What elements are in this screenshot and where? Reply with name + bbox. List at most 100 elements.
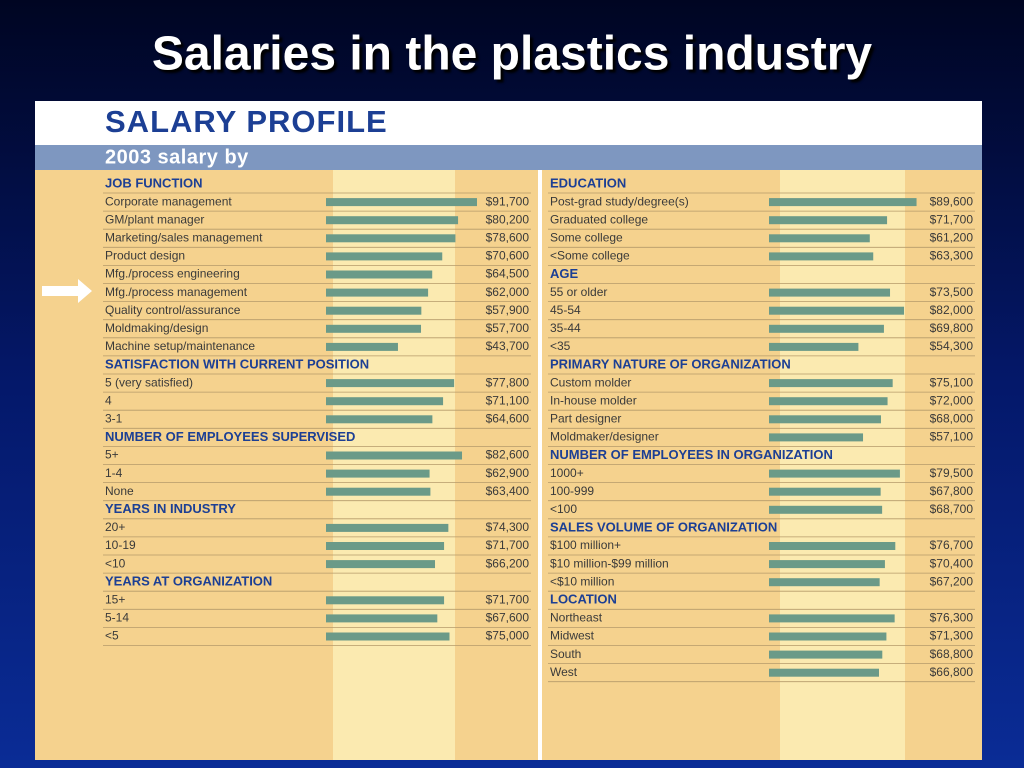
group-heading: YEARS IN INDUSTRY bbox=[105, 501, 236, 516]
item-label: Machine setup/maintenance bbox=[105, 339, 255, 353]
value-label: $76,300 bbox=[930, 611, 974, 625]
item-label: <$10 million bbox=[550, 574, 614, 588]
bar bbox=[326, 560, 436, 569]
value-label: $71,100 bbox=[486, 393, 530, 407]
item-label: <35 bbox=[550, 339, 571, 353]
bar bbox=[769, 487, 881, 496]
bar bbox=[769, 433, 864, 442]
group-heading: YEARS AT ORGANIZATION bbox=[105, 574, 272, 589]
bar bbox=[326, 379, 455, 388]
group-heading: EDUCATION bbox=[550, 175, 626, 190]
value-label: $75,000 bbox=[486, 629, 530, 643]
profile-subtitle: 2003 salary by bbox=[105, 146, 249, 168]
group-heading: SALES VOLUME OF ORGANIZATION bbox=[550, 519, 777, 534]
bar bbox=[326, 415, 433, 424]
item-label: $100 million+ bbox=[550, 538, 621, 552]
item-label: Moldmaking/design bbox=[105, 321, 208, 335]
value-label: $63,400 bbox=[486, 484, 530, 498]
value-label: $63,300 bbox=[930, 249, 974, 263]
bar bbox=[769, 397, 888, 406]
item-label: 1-4 bbox=[105, 466, 123, 480]
bar bbox=[326, 288, 429, 297]
bar bbox=[769, 650, 883, 659]
bar bbox=[769, 216, 888, 225]
value-label: $66,200 bbox=[486, 556, 530, 570]
value-label: $71,700 bbox=[486, 538, 530, 552]
item-label: 35-44 bbox=[550, 321, 581, 335]
item-label: Quality control/assurance bbox=[105, 303, 241, 317]
value-label: $89,600 bbox=[930, 194, 974, 208]
item-label: Graduated college bbox=[550, 212, 648, 226]
bar bbox=[326, 596, 445, 605]
item-label: Custom molder bbox=[550, 375, 631, 389]
item-label: Mfg./process engineering bbox=[105, 267, 240, 281]
item-label: 20+ bbox=[105, 520, 125, 534]
bar bbox=[326, 216, 459, 225]
item-label: 4 bbox=[105, 393, 112, 407]
group-heading: JOB FUNCTION bbox=[105, 175, 203, 190]
item-label: Product design bbox=[105, 249, 185, 263]
bar bbox=[326, 523, 449, 532]
value-label: $57,100 bbox=[930, 430, 974, 444]
item-label: Post-grad study/degree(s) bbox=[550, 194, 689, 208]
bar bbox=[326, 342, 398, 351]
item-label: 5 (very satisfied) bbox=[105, 375, 193, 389]
bar bbox=[769, 234, 870, 243]
value-label: $70,600 bbox=[486, 249, 530, 263]
item-label: Part designer bbox=[550, 411, 621, 425]
item-label: 5-14 bbox=[105, 611, 129, 625]
item-label: 10-19 bbox=[105, 538, 136, 552]
value-label: $43,700 bbox=[486, 339, 530, 353]
item-label: South bbox=[550, 647, 581, 661]
item-label: Moldmaker/designer bbox=[550, 430, 659, 444]
salary-rows: JOB FUNCTION Corporate management $91,700 G… bbox=[103, 175, 975, 683]
value-label: $82,000 bbox=[930, 303, 974, 317]
item-label: Some college bbox=[550, 230, 623, 244]
value-label: $57,900 bbox=[486, 303, 530, 317]
stripe bbox=[780, 170, 905, 760]
value-label: $62,000 bbox=[486, 285, 530, 299]
item-label: West bbox=[550, 665, 578, 679]
item-label: Mfg./process management bbox=[105, 285, 248, 299]
group-heading: PRIMARY NATURE OF ORGANIZATION bbox=[550, 356, 791, 371]
value-label: $78,600 bbox=[486, 230, 530, 244]
bar bbox=[326, 469, 430, 478]
group-heading: NUMBER OF EMPLOYEES SUPERVISED bbox=[105, 429, 355, 444]
group-heading: SATISFACTION WITH CURRENT POSITION bbox=[105, 356, 369, 371]
bar bbox=[326, 542, 445, 550]
bar bbox=[769, 379, 893, 388]
value-label: $74,300 bbox=[486, 520, 530, 534]
bar bbox=[769, 252, 874, 261]
bar bbox=[326, 252, 443, 261]
bar bbox=[769, 542, 896, 550]
bar bbox=[769, 306, 905, 315]
item-label: 5+ bbox=[105, 448, 119, 462]
value-label: $69,800 bbox=[930, 321, 974, 335]
value-label: $71,700 bbox=[930, 212, 974, 226]
bar bbox=[769, 505, 883, 514]
value-label: $75,100 bbox=[930, 375, 974, 389]
bar bbox=[326, 487, 431, 496]
item-label: <10 bbox=[105, 556, 126, 570]
item-label: 1000+ bbox=[550, 466, 584, 480]
bar bbox=[769, 578, 880, 587]
item-label: GM/plant manager bbox=[105, 212, 204, 226]
arrow bbox=[42, 279, 92, 303]
value-label: $57,700 bbox=[486, 321, 530, 335]
divider bbox=[538, 170, 542, 760]
bar bbox=[326, 270, 433, 279]
value-label: $67,600 bbox=[486, 611, 530, 625]
bar bbox=[769, 288, 891, 297]
value-label: $68,000 bbox=[930, 411, 974, 425]
item-label: 15+ bbox=[105, 592, 125, 606]
value-label: $66,800 bbox=[930, 665, 974, 679]
value-label: $76,700 bbox=[930, 538, 974, 552]
value-label: $67,800 bbox=[930, 484, 974, 498]
value-label: $71,300 bbox=[930, 629, 974, 643]
value-label: $62,900 bbox=[486, 466, 530, 480]
value-label: $79,500 bbox=[930, 466, 974, 480]
value-label: $67,200 bbox=[930, 574, 974, 588]
item-label: <5 bbox=[105, 629, 119, 643]
value-label: $91,700 bbox=[486, 194, 530, 208]
